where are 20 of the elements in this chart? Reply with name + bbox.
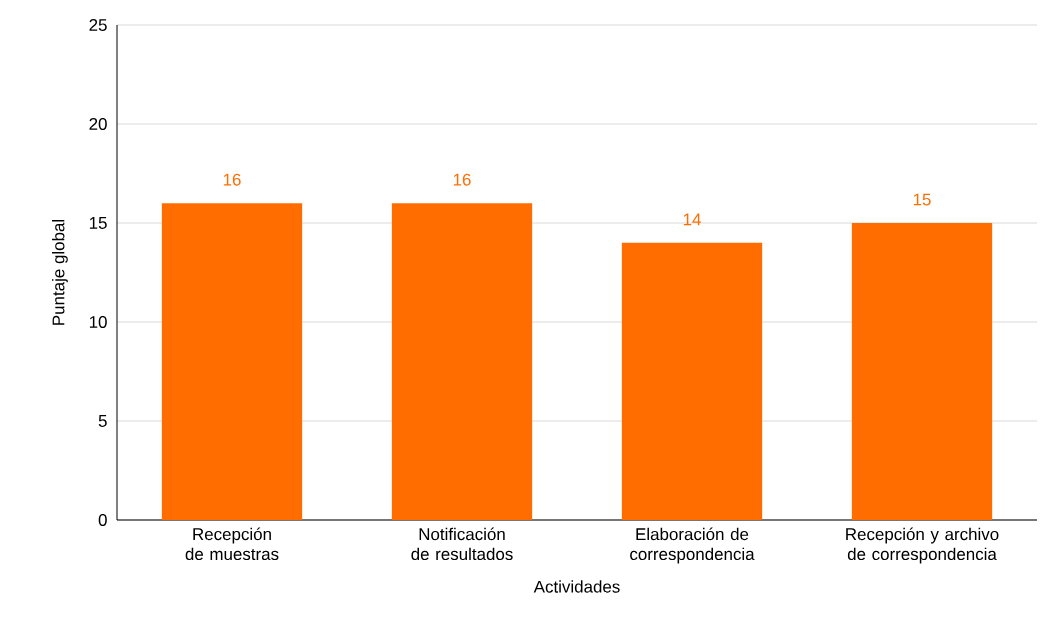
y-tick-label: 5 [98,415,107,427]
bar [391,203,533,520]
x-tick-label: Recepción y archivo de correspondencia [846,527,999,564]
y-tick-label: 25 [89,19,107,31]
bar [161,203,303,520]
y-tick-label: 0 [98,514,107,526]
y-tick-label: 20 [89,118,107,130]
x-tick-label: Elaboración de correspondencia [630,527,755,564]
data-label: 16 [223,173,241,186]
data-label: 16 [453,173,471,186]
data-label: 15 [913,193,931,206]
y-axis-title: Puntaje global [52,220,68,325]
x-axis-title: Actividades [533,580,620,593]
x-tick-label: Recepción de muestras [185,527,279,561]
y-tick-label: 15 [89,217,107,229]
bar [621,242,763,520]
x-tick-label: Notificación de resultados [411,527,513,561]
bar [851,223,993,520]
y-tick-label: 10 [89,316,107,328]
data-label: 14 [683,213,701,226]
